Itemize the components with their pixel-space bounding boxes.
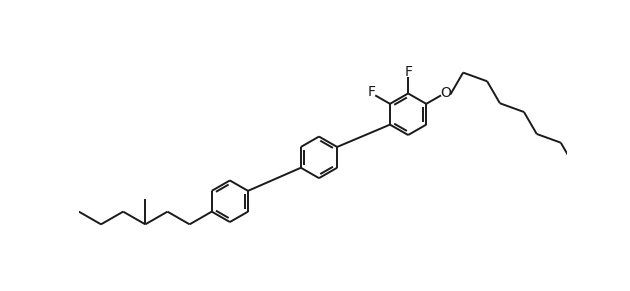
Text: O: O [440,86,451,100]
Text: F: F [404,65,412,79]
Text: F: F [367,84,375,99]
